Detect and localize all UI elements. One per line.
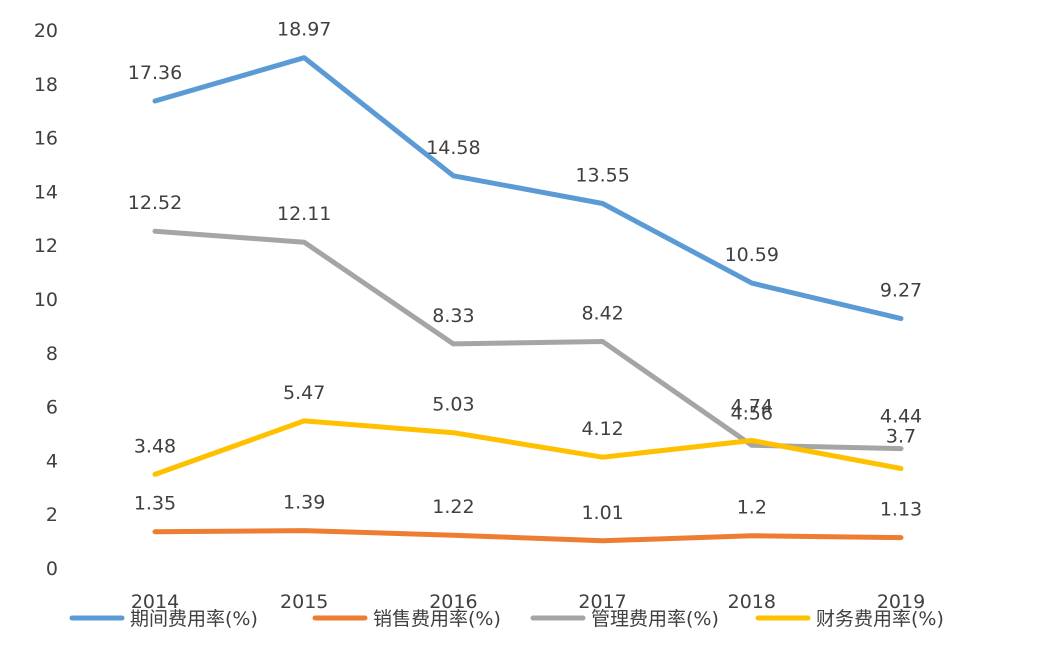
y-tick-label: 16 (34, 128, 58, 150)
legend-label: 管理费用率(%) (591, 608, 719, 630)
series-line (152, 228, 904, 452)
y-axis-ticks: 0 2 4 6 8 10 12 14 16 18 20 (34, 20, 58, 580)
data-label: 4.74 (731, 395, 773, 417)
y-tick-label: 6 (46, 397, 58, 419)
data-label: 12.11 (277, 203, 331, 225)
data-label: 14.58 (426, 137, 480, 159)
x-tick-label: 2019 (877, 591, 925, 613)
data-label: 13.55 (575, 165, 629, 187)
data-label: 1.01 (581, 502, 623, 524)
data-label: 1.2 (737, 497, 767, 519)
legend: 期间费用率(%) 销售费用率(%) 管理费用率(%) 财务费用率(%) (69, 608, 944, 630)
data-label: 17.36 (128, 62, 182, 84)
data-label: 8.42 (581, 303, 623, 325)
y-tick-label: 10 (34, 289, 58, 311)
y-tick-label: 18 (34, 74, 58, 96)
legend-label: 财务费用率(%) (816, 608, 944, 630)
data-label: 5.03 (432, 394, 474, 416)
legend-label: 期间费用率(%) (130, 608, 258, 630)
y-tick-label: 2 (46, 504, 58, 526)
x-axis-ticks: 2014 2015 2016 2017 2018 2019 (131, 591, 925, 613)
x-tick-label: 2015 (280, 591, 328, 613)
y-tick-label: 0 (46, 558, 58, 580)
y-tick-label: 20 (34, 20, 58, 42)
data-label: 3.48 (134, 435, 176, 457)
data-label: 4.56 (731, 402, 773, 424)
data-label: 3.7 (886, 425, 916, 447)
x-tick-label: 2017 (578, 591, 626, 613)
data-label: 1.35 (134, 493, 176, 515)
data-label: 8.33 (432, 305, 474, 327)
y-tick-label: 8 (46, 343, 58, 365)
data-label: 18.97 (277, 19, 331, 41)
data-label: 1.39 (283, 492, 325, 514)
data-label: 4.44 (880, 406, 922, 428)
data-label: 12.52 (128, 192, 182, 214)
data-label: 1.13 (880, 499, 922, 521)
legend-label: 销售费用率(%) (373, 608, 501, 630)
data-label: 1.22 (432, 496, 474, 518)
series-line (152, 55, 904, 322)
series-lines (152, 55, 904, 544)
data-label: 5.47 (283, 382, 325, 404)
data-labels: 17.36 18.97 14.58 13.55 10.59 9.27 1.35 1.39 1.2… (128, 19, 922, 524)
x-tick-label: 2016 (429, 591, 477, 613)
series-line (152, 528, 904, 544)
data-label: 9.27 (880, 280, 922, 302)
data-label: 4.12 (581, 418, 623, 440)
y-tick-label: 14 (34, 181, 58, 203)
data-label: 10.59 (725, 244, 779, 266)
y-tick-label: 4 (46, 450, 58, 472)
x-tick-label: 2018 (728, 591, 776, 613)
series-line (152, 418, 904, 477)
y-tick-label: 12 (34, 235, 58, 257)
x-tick-label: 2014 (131, 591, 179, 613)
